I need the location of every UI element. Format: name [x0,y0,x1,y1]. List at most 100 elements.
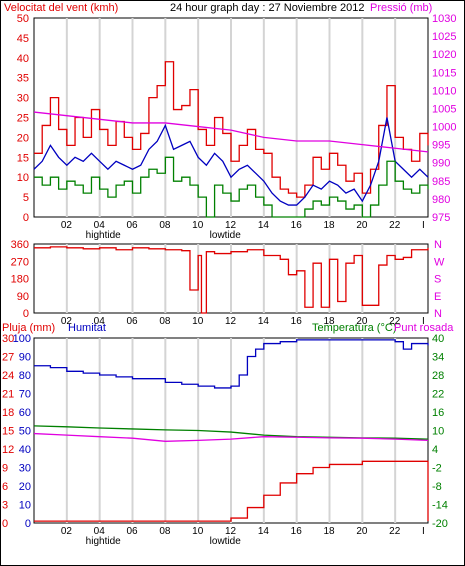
graph-title: 24 hour graph day : 27 Noviembre 2012 [170,2,364,14]
temperature-y-tick: -8 [432,481,442,493]
temperature-y-tick: 28 [432,370,444,382]
x-tick-label: 16 [291,316,303,327]
tide-label-low: lowtide [210,230,242,241]
x-tick-label: 16 [291,220,303,231]
x-tick-label: 22 [389,316,401,327]
x-tick-label: I [422,526,425,537]
wind-y-tick: 5 [23,192,29,204]
humidity-y-tick: 10 [19,500,31,512]
rain-y-tick: 21 [2,389,14,401]
humidity-y-tick: 30 [19,463,31,475]
direction-compass-label: N [434,239,442,251]
wind-y-tick: 10 [17,172,29,184]
x-tick-label: 14 [258,316,270,327]
rain-y-tick: 0 [2,518,8,530]
x-tick-label: 22 [389,526,401,537]
x-tick-label: 06 [127,316,139,327]
direction-y-tick: 90 [17,291,29,303]
wind-axis-label: Velocitat del vent (kmh) [4,2,118,14]
x-tick-label: 20 [356,220,368,231]
pressure-axis-label: Pressió (mb) [370,2,432,14]
x-tick-label: 18 [324,220,336,231]
x-tick-label: 22 [389,220,401,231]
temperature-y-tick: -2 [432,463,442,475]
wind-y-tick: 40 [17,53,29,65]
x-tick-label: 20 [356,526,368,537]
temperature-y-tick: 4 [432,444,438,456]
rain-y-tick: 3 [2,500,8,512]
temperature-y-tick: 40 [432,333,444,345]
temperature-y-tick: 34 [432,352,444,364]
x-tick-label: I [422,220,425,231]
temperature-y-tick: -20 [432,518,448,530]
pressure-y-tick: 985 [432,176,450,188]
dewpoint-axis-label: Punt rosada [394,322,454,334]
pressure-y-tick: 1005 [432,103,456,115]
rain-y-tick: 24 [2,370,14,382]
pressure-y-tick: 1030 [432,13,456,25]
wind-y-tick: 20 [17,132,29,144]
rain-y-tick: 18 [2,407,14,419]
series-wind_gust [34,61,429,198]
rain-y-tick: 12 [2,444,14,456]
series-wind_min [34,156,429,218]
rain-y-tick: 15 [2,426,14,438]
temperature-axis-label: Temperatura (°C) [312,322,396,334]
series-wind_average [33,117,429,206]
x-tick-label: 12 [225,526,237,537]
x-tick-label: 04 [94,316,106,327]
x-tick-label: 02 [61,316,73,327]
pressure-y-tick: 1025 [432,31,456,43]
series-humidity [34,339,429,389]
humidity-y-tick: 40 [19,444,31,456]
humidity-y-tick: 80 [19,370,31,382]
x-tick-label: 18 [324,316,336,327]
x-tick-label: 08 [159,220,171,231]
rain-y-tick: 27 [2,352,14,364]
humidity-y-tick: 70 [19,389,31,401]
humidity-y-tick: 100 [13,333,31,345]
x-tick-label: 14 [258,526,270,537]
humidity-y-tick: 50 [19,426,31,438]
tide-label-high: hightide [86,230,121,241]
tide-label-low: lowtide [210,536,242,547]
pressure-y-tick: 1020 [432,49,456,61]
temperature-y-tick: 22 [432,389,444,401]
wind-y-tick: 25 [17,113,29,125]
direction-compass-label: E [434,291,441,303]
x-tick-label: 06 [127,526,139,537]
humidity-axis-label: Humitat [68,322,106,334]
x-tick-label: 02 [61,220,73,231]
rain-y-tick: 30 [2,333,14,345]
wind-y-tick: 15 [17,152,29,164]
pressure-y-tick: 975 [432,212,450,224]
x-tick-label: 10 [192,526,204,537]
x-tick-label: 18 [324,526,336,537]
x-tick-label: 02 [61,526,73,537]
wind-y-tick: 35 [17,73,29,85]
x-tick-label: 06 [127,220,139,231]
x-tick-label: 16 [291,526,303,537]
rain-axis-label: Pluja (mm) [2,322,55,334]
x-tick-label: 04 [94,220,106,231]
series-rain [34,460,429,522]
direction-y-tick: 180 [11,274,29,286]
x-tick-label: 12 [225,316,237,327]
pressure-y-tick: 995 [432,140,450,152]
direction-y-tick: 360 [11,239,29,251]
wind-y-tick: 50 [17,13,29,25]
temperature-y-tick: 10 [432,426,444,438]
wind-y-tick: 0 [23,212,29,224]
direction-compass-label: S [434,274,441,286]
series-pressure [33,111,429,153]
pressure-y-tick: 1015 [432,67,456,79]
series-dewpoint [33,432,429,442]
pressure-y-tick: 990 [432,158,450,170]
tide-label-high: hightide [86,536,121,547]
humidity-y-tick: 0 [25,518,31,530]
direction-y-tick: 0 [23,308,29,320]
x-tick-label: 20 [356,316,368,327]
pressure-y-tick: 1010 [432,85,456,97]
temperature-y-tick: -14 [432,500,448,512]
